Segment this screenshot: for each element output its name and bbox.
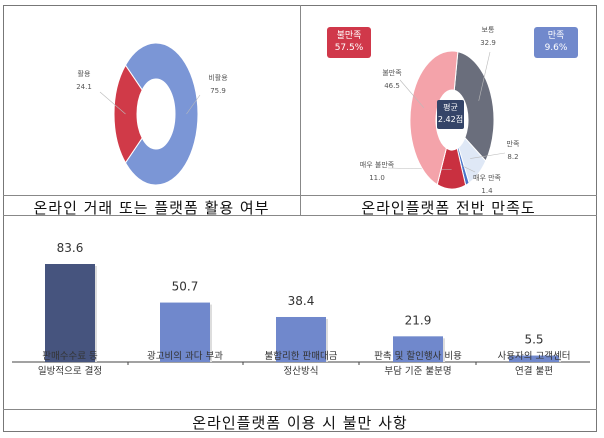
slice-value: 8.2 bbox=[507, 153, 518, 161]
category-label-line: 불합리한 판매대금 bbox=[264, 351, 338, 362]
average-value: 2.42점 bbox=[437, 115, 464, 124]
bar bbox=[509, 355, 559, 362]
slice-label: 활용 bbox=[78, 69, 91, 78]
slice-label: 만족 bbox=[507, 139, 520, 148]
slice-label: 매우 불만족 bbox=[360, 160, 395, 169]
category-label-line: 광고비의 과다 부과 bbox=[147, 351, 223, 362]
donut0-slice bbox=[113, 64, 143, 164]
donut1-slice bbox=[409, 50, 459, 186]
dissatisfied-badge-value: 57.5% bbox=[334, 43, 364, 53]
category-label-line: 판촉 및 할인행사 비용 bbox=[374, 351, 462, 362]
leader-line bbox=[462, 165, 476, 173]
slice-label: 보통 bbox=[482, 26, 495, 34]
bar-value-label: 50.7 bbox=[172, 280, 199, 294]
slice-value: 32.9 bbox=[480, 39, 496, 47]
slice-label: 비활용 bbox=[208, 73, 228, 82]
satisfied-badge-value: 9.6% bbox=[544, 43, 568, 53]
slice-label: 불만족 bbox=[382, 68, 402, 77]
bar bbox=[393, 336, 443, 362]
donut0-slice bbox=[124, 42, 199, 186]
dissatisfied-badge-label: 불만족 bbox=[336, 31, 362, 41]
slice-value: 1.4 bbox=[481, 187, 493, 195]
bar-value-label: 5.5 bbox=[524, 333, 543, 347]
satisfied-badge: 만족 9.6% bbox=[534, 27, 578, 58]
leader-line bbox=[478, 51, 491, 101]
slice-value: 11.0 bbox=[369, 174, 385, 182]
bar-value-label: 21.9 bbox=[405, 313, 432, 327]
dissatisfied-badge: 불만족 57.5% bbox=[327, 27, 371, 58]
bar bbox=[276, 316, 326, 362]
slice-value: 46.5 bbox=[384, 82, 400, 90]
satisfied-badge-label: 만족 bbox=[547, 31, 565, 41]
divider-mid bbox=[3, 215, 597, 216]
bar-value-label: 83.6 bbox=[57, 241, 84, 255]
category-label-line: 부담 기준 불분명 bbox=[384, 366, 452, 377]
average-score-box: 평균 2.42점 bbox=[437, 100, 464, 129]
chart1-title: 온라인 거래 또는 플랫폼 활용 여부 bbox=[33, 199, 270, 217]
slice-value: 24.1 bbox=[76, 83, 92, 91]
category-label-line: 사용자의 고객센터 bbox=[497, 351, 571, 362]
average-label: 평균 bbox=[443, 103, 458, 112]
category-label-line: 정산방식 bbox=[283, 366, 319, 377]
bar bbox=[160, 302, 210, 362]
divider-top-title bbox=[3, 195, 597, 196]
chart3-title: 온라인플랫폼 이용 시 불만 사항 bbox=[192, 414, 408, 432]
leader-line bbox=[99, 91, 126, 115]
leader-line bbox=[186, 94, 201, 115]
bar bbox=[45, 264, 95, 362]
category-label: 광고비의 과다 부과 bbox=[127, 349, 243, 364]
category-label-line: 연결 불편 bbox=[515, 366, 553, 377]
bar-value-label: 38.4 bbox=[288, 294, 315, 308]
slice-value: 75.9 bbox=[210, 87, 226, 95]
category-label-line: 판매수수료 등 bbox=[42, 351, 98, 362]
category-label-line: 일방적으로 결정 bbox=[37, 366, 103, 377]
divider-bottom-title bbox=[3, 409, 597, 410]
slice-label: 매우 만족 bbox=[473, 173, 502, 182]
leader-line bbox=[399, 79, 425, 108]
divider-vertical bbox=[300, 5, 301, 215]
leader-line bbox=[470, 152, 506, 159]
chart2-title: 온라인플랫폼 전반 만족도 bbox=[361, 199, 536, 217]
